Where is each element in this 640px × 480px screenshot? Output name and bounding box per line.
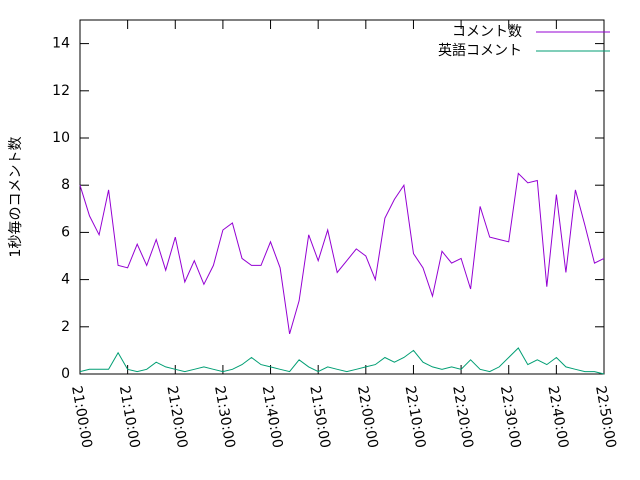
x-tick-label: 21:20:00 bbox=[163, 385, 190, 450]
data-line bbox=[79, 172, 605, 335]
y-tick-label: 8 bbox=[61, 177, 70, 193]
x-tick-label: 21:10:00 bbox=[116, 385, 143, 450]
x-tick-label: 22:50:00 bbox=[592, 385, 619, 450]
x-tick-label: 21:00:00 bbox=[68, 385, 95, 450]
x-tick-label: 22:00:00 bbox=[354, 385, 381, 450]
x-tick-label: 22:10:00 bbox=[402, 385, 429, 450]
y-tick-label: 14 bbox=[52, 36, 70, 52]
y-tick-label: 4 bbox=[61, 272, 70, 288]
y-tick-label: 10 bbox=[52, 130, 70, 146]
y-tick-label: 2 bbox=[61, 319, 70, 335]
x-tick-label: 21:30:00 bbox=[211, 385, 238, 450]
y-tick-label: 0 bbox=[61, 366, 70, 382]
x-tick-label: 22:30:00 bbox=[497, 385, 524, 450]
x-tick-label: 22:40:00 bbox=[544, 385, 571, 450]
legend-label: 英語コメント bbox=[438, 42, 522, 59]
y-tick-label: 6 bbox=[61, 224, 70, 240]
x-tick-label: 22:20:00 bbox=[449, 385, 476, 450]
x-tick-label: 21:40:00 bbox=[259, 385, 286, 450]
plot-frame bbox=[79, 19, 605, 375]
x-tick-label: 21:50:00 bbox=[306, 385, 333, 450]
y-axis-label: 1秒毎のコメント数 bbox=[8, 137, 24, 258]
y-tick-label: 12 bbox=[52, 83, 70, 99]
data-line bbox=[79, 347, 605, 375]
legend-label: コメント数 bbox=[452, 24, 522, 40]
